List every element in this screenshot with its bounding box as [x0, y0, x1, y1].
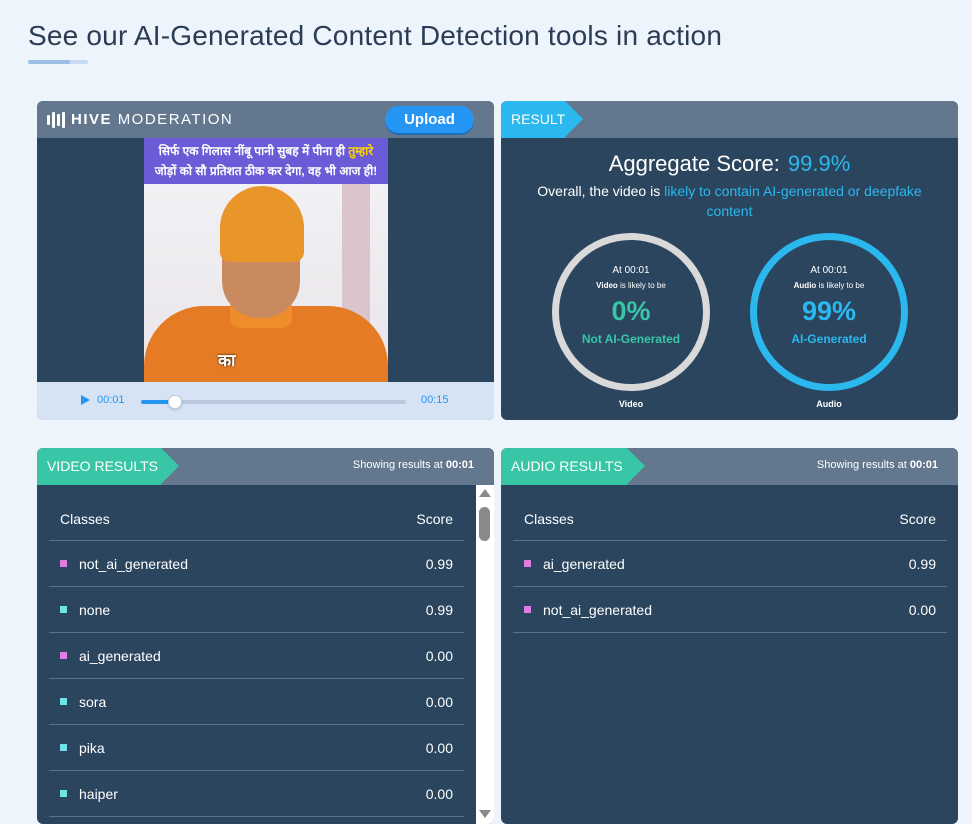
column-score: Score: [899, 511, 936, 527]
player-header: HIVE MODERATION Upload: [37, 101, 494, 138]
current-time: 00:01: [97, 394, 125, 406]
result-tag: RESULT: [501, 101, 583, 138]
class-score: 0.00: [425, 647, 453, 664]
scroll-up-icon[interactable]: [479, 489, 491, 497]
aggregate-score-label: Aggregate Score:: [608, 151, 780, 176]
column-classes: Classes: [524, 511, 574, 527]
class-score: 0.00: [425, 693, 453, 710]
upload-button[interactable]: Upload: [385, 106, 474, 133]
class-color-icon: [524, 606, 531, 613]
table-row: pika 0.00: [49, 725, 464, 771]
video-results-tag: VIDEO RESULTS: [37, 448, 179, 485]
video-gauge-likely: Video is likely to be: [596, 281, 666, 290]
video-gauge-label: Not AI-Generated: [581, 332, 681, 346]
class-name: none: [79, 601, 111, 618]
audio-gauge: At 00:01 Audio is likely to be 99% AI-Ge…: [750, 233, 908, 391]
class-name: not_ai_generated: [543, 601, 652, 618]
duration-time: 00:15: [421, 394, 449, 406]
class-score: 0.00: [425, 739, 453, 756]
title-underline: [28, 60, 88, 64]
seek-bar[interactable]: [141, 395, 406, 409]
hive-brand-text: HIVE MODERATION: [71, 111, 234, 128]
column-classes: Classes: [60, 511, 110, 527]
aggregate-score-value: 99.9%: [787, 151, 851, 176]
class-name: ai_generated: [79, 647, 161, 664]
table-header: Classes Score: [513, 498, 947, 541]
video-gauge: At 00:01 Video is likely to be 0% Not AI…: [552, 233, 710, 391]
video-results-header: VIDEO RESULTS Showing results at 00:01: [37, 448, 494, 485]
audio-gauge-percent: 99%: [801, 296, 857, 326]
video-subtitle: का: [218, 351, 236, 370]
hive-bars-icon: [47, 111, 65, 128]
video-gauge-caption: Video: [618, 399, 644, 409]
class-name: pika: [79, 739, 105, 756]
audio-results-header: AUDIO RESULTS Showing results at 00:01: [501, 448, 958, 485]
seek-bar-progress: [141, 400, 176, 404]
video-frame[interactable]: सिर्फ एक गिलास नींबू पानी सुबह में पीना …: [144, 138, 388, 382]
class-name: ai_generated: [543, 555, 625, 572]
audio-results-table: Classes Score ai_generated 0.99 not_ai_gen…: [513, 498, 947, 633]
class-score: 0.99: [425, 555, 453, 572]
player-controls: 00:01 00:15: [37, 382, 494, 420]
table-row: ai_generated 0.99: [513, 541, 947, 587]
audio-gauge-time: At 00:01: [810, 265, 848, 276]
class-color-icon: [60, 560, 67, 567]
class-color-icon: [524, 560, 531, 567]
class-color-icon: [60, 744, 67, 751]
column-score: Score: [416, 511, 453, 527]
overall-summary: Overall, the video is likely to contain …: [537, 183, 922, 219]
table-row: sora 0.00: [49, 679, 464, 725]
table-row: haiper 0.00: [49, 771, 464, 817]
audio-gauge-caption: Audio: [816, 399, 842, 409]
table-row: not_ai_generated 0.00: [513, 587, 947, 633]
play-icon[interactable]: [81, 395, 90, 405]
class-score: 0.99: [425, 601, 453, 618]
overall-summary-highlight: likely to contain AI-generated or deepfa…: [664, 183, 922, 219]
video-player-panel: HIVE MODERATION Upload सिर्फ एक गिलास नी…: [37, 101, 494, 420]
audio-results-tag: AUDIO RESULTS: [501, 448, 645, 485]
video-results-showing: Showing results at 00:01: [352, 459, 474, 471]
class-score: 0.99: [908, 555, 936, 572]
video-results-panel: VIDEO RESULTS Showing results at 00:01 C…: [37, 448, 494, 824]
result-panel: RESULT Aggregate Score: 99.9% Overall, th…: [501, 101, 958, 420]
hive-logo: HIVE MODERATION: [47, 111, 233, 128]
class-color-icon: [60, 606, 67, 613]
class-name: not_ai_generated: [79, 555, 188, 572]
page-title: See our AI-Generated Content Detection t…: [28, 20, 723, 51]
table-row: none 0.99: [49, 587, 464, 633]
scroll-thumb[interactable]: [479, 507, 490, 541]
audio-results-panel: AUDIO RESULTS Showing results at 00:01 C…: [501, 448, 958, 824]
result-header: RESULT: [501, 101, 958, 138]
audio-gauge-label: AI-Generated: [791, 332, 867, 346]
audio-gauge-likely: Audio is likely to be: [793, 281, 865, 290]
seek-bar-handle[interactable]: [168, 395, 183, 409]
class-score: 0.00: [425, 785, 453, 802]
video-results-table: Classes Score not_ai_generated 0.99 none 0.…: [49, 498, 464, 817]
video-text-banner: सिर्फ एक गिलास नींबू पानी सुबह में पीना …: [144, 138, 388, 184]
video-gauge-percent: 0%: [611, 296, 651, 326]
class-name: sora: [79, 693, 107, 710]
audio-results-showing: Showing results at 00:01: [816, 459, 938, 471]
class-score: 0.00: [908, 601, 936, 618]
class-color-icon: [60, 652, 67, 659]
table-header: Classes Score: [49, 498, 464, 541]
aggregate-score: Aggregate Score: 99.9%: [501, 151, 958, 177]
class-name: haiper: [79, 785, 118, 802]
table-row: ai_generated 0.00: [49, 633, 464, 679]
class-color-icon: [60, 790, 67, 797]
video-person-cap: [220, 186, 304, 262]
scroll-down-icon[interactable]: [479, 810, 491, 818]
class-color-icon: [60, 698, 67, 705]
table-row: not_ai_generated 0.99: [49, 541, 464, 587]
video-gauge-time: At 00:01: [612, 265, 650, 276]
video-results-scrollbar[interactable]: [476, 485, 494, 824]
